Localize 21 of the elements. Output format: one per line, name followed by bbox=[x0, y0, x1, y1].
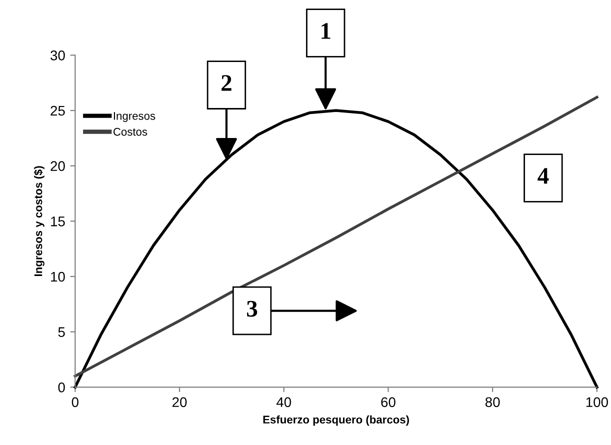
x-tick-label: 40 bbox=[276, 397, 292, 408]
y-tick-label: 15 bbox=[51, 216, 65, 226]
x-axis-title: Esfuerzo pesquero (barcos) bbox=[263, 415, 409, 426]
x-tick-label: 80 bbox=[485, 397, 500, 408]
x-tick-label: 60 bbox=[381, 397, 396, 408]
annotation: 4 bbox=[538, 168, 549, 184]
y-tick-label: 5 bbox=[58, 327, 65, 337]
legend-label: Costos bbox=[113, 128, 148, 136]
annotation: 1 bbox=[322, 23, 330, 39]
x-tick-label: 0 bbox=[72, 397, 78, 408]
y-tick-label: 20 bbox=[50, 161, 65, 172]
y-tick-label: 0 bbox=[58, 382, 65, 392]
x-tick-label: 20 bbox=[172, 397, 187, 408]
legend-label: Ingresos bbox=[114, 112, 156, 122]
y-tick-label: 25 bbox=[50, 106, 65, 116]
y-tick-label: 30 bbox=[50, 50, 65, 60]
y-tick-label: 10 bbox=[51, 272, 65, 282]
y-axis-title: Ingresos y costos ($) bbox=[34, 166, 44, 276]
x-tick-label: 100 bbox=[586, 397, 608, 408]
annotation: 2 bbox=[222, 75, 232, 91]
annotation: 3 bbox=[247, 300, 258, 317]
